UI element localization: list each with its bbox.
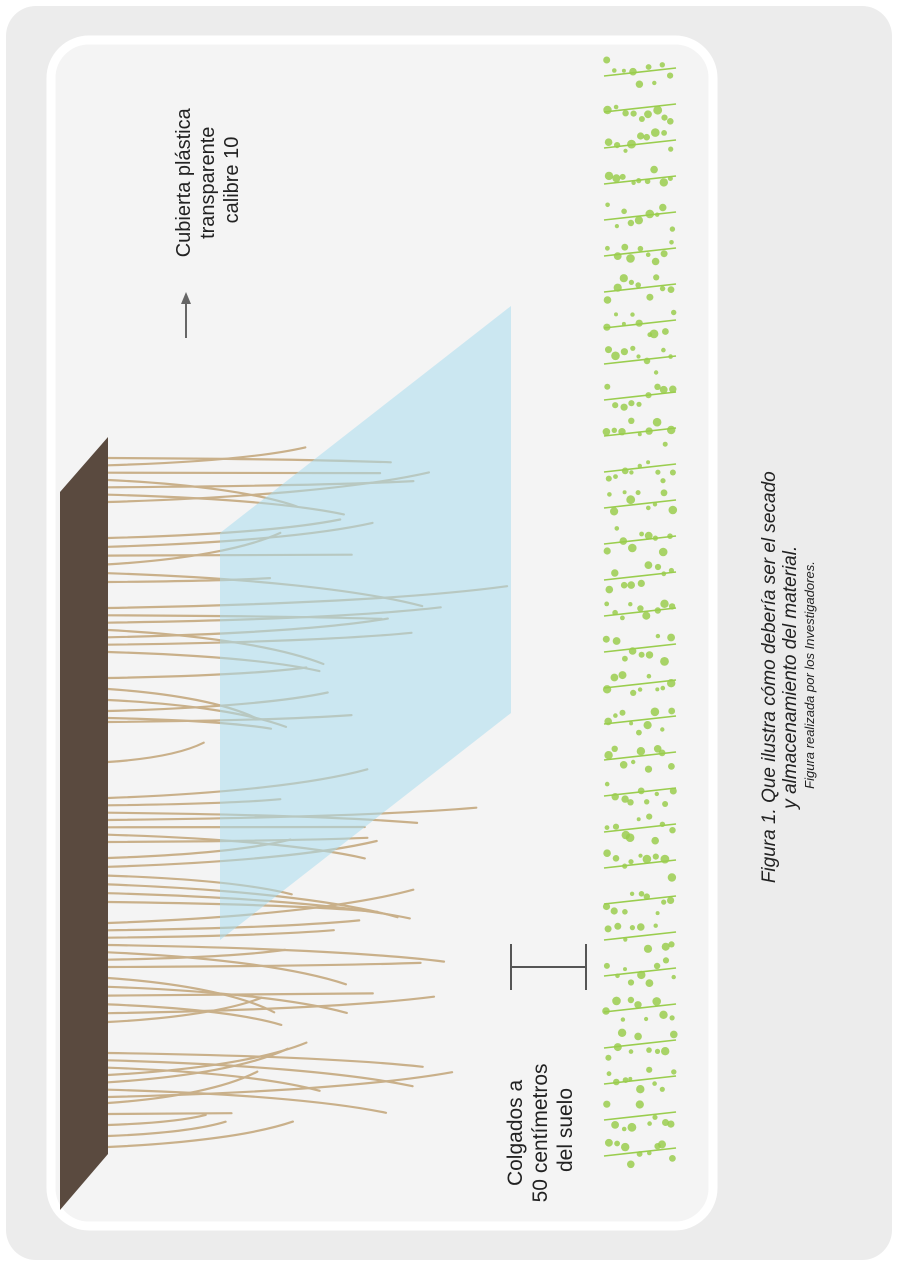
plant xyxy=(603,1066,677,1094)
height-bracket-icon xyxy=(510,944,587,990)
plant-stem xyxy=(106,951,347,986)
plant-stem xyxy=(106,992,374,997)
plant-stem xyxy=(106,900,379,913)
plant xyxy=(603,599,677,621)
plant xyxy=(603,460,677,484)
height-label: Colgados a 50 centímetros del suelo xyxy=(504,1058,577,1203)
plant-stem xyxy=(106,943,446,963)
plant-stem xyxy=(106,1113,207,1127)
caption-line1: Figura 1. Que ilustra cómo debería ser e… xyxy=(759,471,780,883)
wooden-beam xyxy=(60,437,108,1210)
plant-stem xyxy=(106,948,287,961)
height-label-line2: 50 centímetros xyxy=(529,1063,552,1202)
plant-stem xyxy=(106,1088,388,1114)
plant xyxy=(603,128,677,153)
plant xyxy=(603,707,677,736)
plant xyxy=(603,56,677,88)
plant-stem xyxy=(106,996,263,1024)
plastic-cover-sheet xyxy=(220,306,511,940)
cover-label: Cubierta plástica transparente calibre 1… xyxy=(173,103,243,258)
height-label-line3: del suelo xyxy=(554,1088,577,1172)
plant xyxy=(603,561,677,594)
plant xyxy=(602,671,677,697)
plant-stem xyxy=(106,741,205,764)
plant xyxy=(603,240,677,266)
plant xyxy=(603,165,677,187)
plant-stem xyxy=(106,961,422,969)
plant-stem xyxy=(106,985,348,1014)
caption-line2: y almacenamiento del material. xyxy=(780,546,801,811)
plant xyxy=(602,633,677,666)
plant xyxy=(602,891,677,916)
plant xyxy=(603,383,677,411)
plant xyxy=(603,489,678,516)
plant-stem xyxy=(106,1041,308,1077)
plant-stem xyxy=(106,995,436,1015)
plant xyxy=(603,1028,678,1061)
plant xyxy=(603,274,677,304)
plant xyxy=(603,781,677,807)
cover-label-line3: calibre 10 xyxy=(221,137,243,224)
plant-stem xyxy=(106,1112,233,1116)
arrow-icon xyxy=(181,292,191,338)
plant xyxy=(603,526,677,557)
plant xyxy=(603,1138,677,1169)
plant xyxy=(603,745,677,773)
plant xyxy=(602,417,677,447)
plant-stem xyxy=(106,446,307,467)
plant-stem xyxy=(106,976,276,1014)
plant xyxy=(603,922,677,953)
figure-caption: Figura 1. Que ilustra cómo debería ser e… xyxy=(759,467,817,883)
plant xyxy=(603,813,677,845)
plant-stem xyxy=(106,1047,289,1084)
plant xyxy=(603,345,677,375)
cover-label-line2: transparente xyxy=(197,127,219,239)
plant-stem xyxy=(106,929,335,939)
plant-stem xyxy=(106,892,411,920)
plant-stem xyxy=(106,1066,321,1092)
plant xyxy=(603,103,677,125)
plant-stem xyxy=(106,888,415,925)
green-plant-row xyxy=(602,56,678,1169)
plant-stem xyxy=(106,1070,259,1105)
plant xyxy=(603,202,677,232)
caption-credit: Figura realizada por los Investigadores. xyxy=(802,561,817,789)
plant-stem xyxy=(106,1120,294,1149)
height-label-line1: Colgados a xyxy=(504,1079,527,1186)
plant xyxy=(603,1100,677,1132)
plant xyxy=(603,849,677,882)
plant-stem xyxy=(106,1051,424,1068)
plant-stem xyxy=(106,1120,227,1138)
plant-stem xyxy=(106,1071,454,1099)
plant xyxy=(603,957,677,987)
cover-label-line1: Cubierta plástica xyxy=(173,107,195,257)
plant xyxy=(603,309,677,339)
plant xyxy=(602,996,677,1022)
plant-stem xyxy=(106,919,361,932)
